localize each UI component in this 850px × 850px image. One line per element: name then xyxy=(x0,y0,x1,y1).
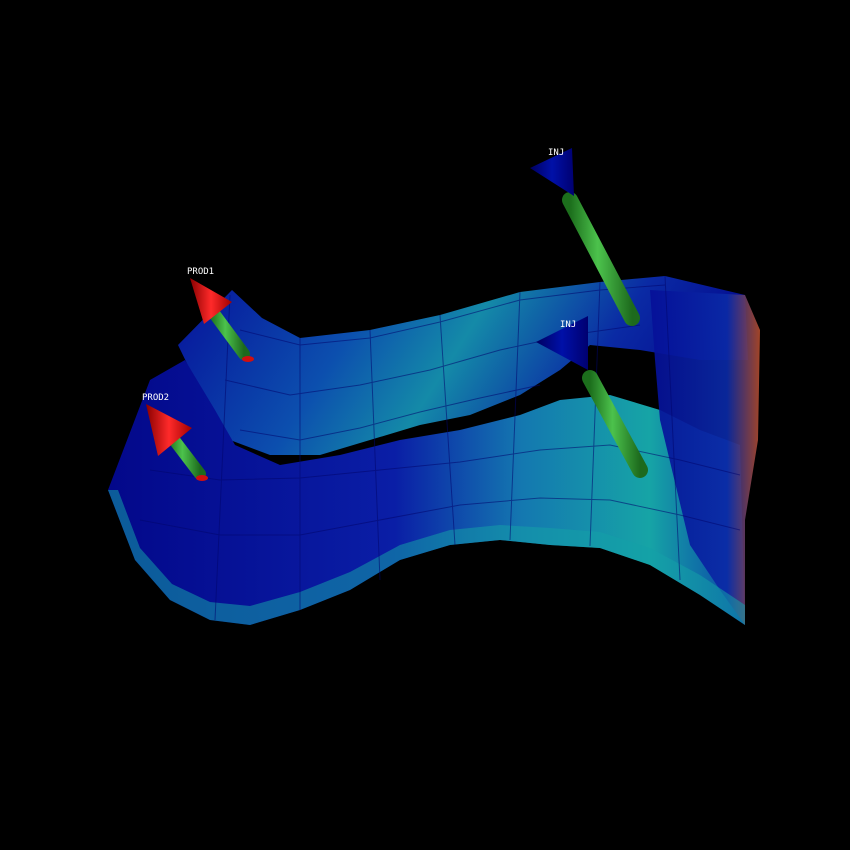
well-shaft xyxy=(582,370,648,478)
producer-well-1[interactable]: PROD1 xyxy=(187,267,254,362)
grid-right-face xyxy=(650,290,760,625)
reservoir-grid[interactable] xyxy=(108,275,760,625)
grid-front-surface xyxy=(108,360,745,625)
well-tip xyxy=(196,475,208,481)
well-tip xyxy=(242,356,254,362)
well-label: PROD2 xyxy=(142,393,169,403)
well-label: PROD1 xyxy=(187,267,214,277)
well-label: INJ xyxy=(548,148,564,158)
producer-well-2[interactable]: PROD2 xyxy=(142,393,208,481)
red-cone-arrow-icon xyxy=(190,278,232,324)
red-cone-arrow-icon xyxy=(146,404,192,456)
injector-well-1[interactable]: INJ xyxy=(530,148,640,326)
blue-cone-arrow-icon xyxy=(536,316,588,370)
blue-cone-arrow-icon xyxy=(530,148,574,196)
grid-top-surface xyxy=(178,276,748,455)
well-label: INJ xyxy=(560,320,576,330)
injector-well-2[interactable]: INJ xyxy=(536,316,648,478)
well-shaft xyxy=(562,192,640,326)
well-shaft xyxy=(204,302,250,360)
